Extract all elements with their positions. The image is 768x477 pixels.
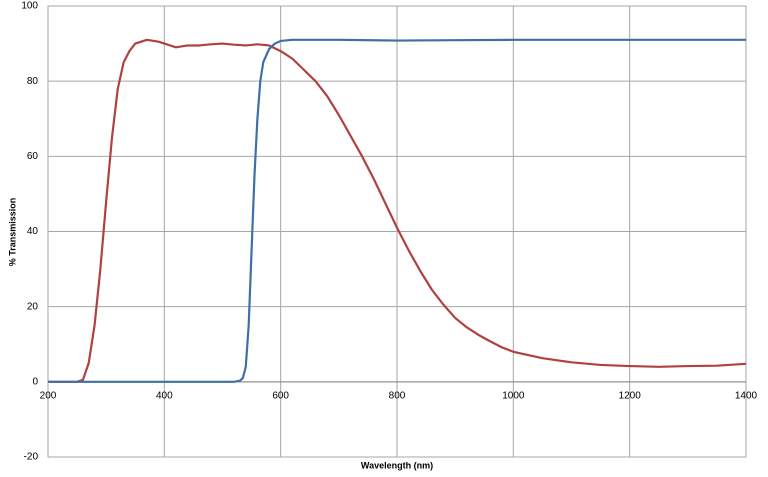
y-tick-label: 60 (27, 151, 39, 162)
y-tick-label: 100 (21, 1, 38, 12)
x-tick-label: 200 (40, 390, 57, 401)
y-tick-label: 20 (27, 301, 39, 312)
x-tick-label: 1200 (619, 390, 642, 401)
x-tick-label: 400 (156, 390, 173, 401)
x-tick-label: 800 (389, 390, 406, 401)
x-axis-label: Wavelength (nm) (361, 460, 433, 470)
y-tick-label: -20 (24, 452, 39, 463)
y-axis-label: % Transmission (7, 198, 17, 267)
y-tick-label: 40 (27, 226, 39, 237)
series-line (48, 38, 747, 383)
y-tick-label: 80 (27, 76, 39, 87)
y-tick-label: 0 (32, 376, 38, 387)
series-line (48, 38, 746, 383)
x-tick-label: 1400 (735, 390, 758, 401)
x-tick-label: 600 (272, 390, 289, 401)
x-tick-label: 1000 (502, 390, 525, 401)
